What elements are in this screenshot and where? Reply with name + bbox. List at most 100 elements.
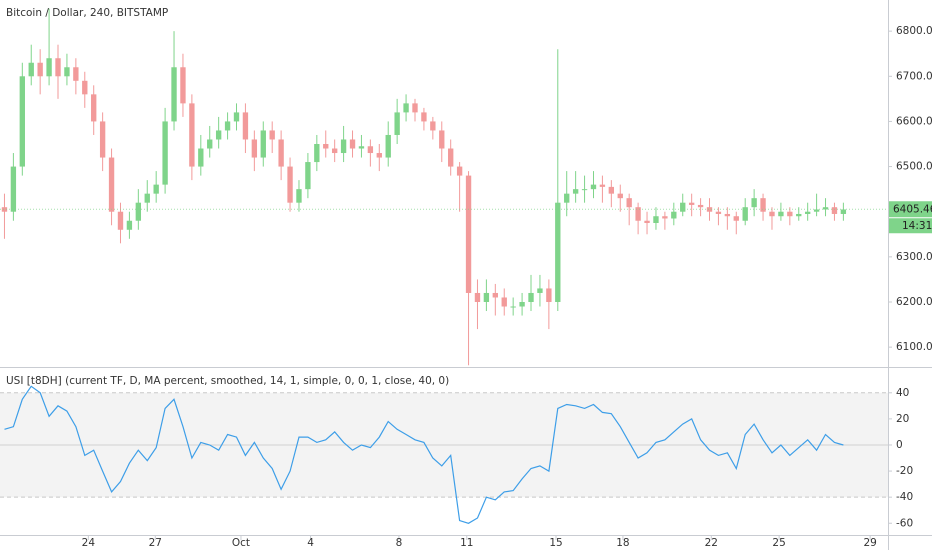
candle-body xyxy=(323,144,329,149)
x-tick-label: 11 xyxy=(460,537,473,549)
candle-body xyxy=(492,292,498,298)
candle-body xyxy=(840,209,847,214)
candle-body xyxy=(412,103,418,113)
candle-body xyxy=(242,112,249,140)
candle-body xyxy=(822,207,829,210)
candle-body xyxy=(653,216,659,223)
candle-body xyxy=(528,292,534,302)
candle-body xyxy=(1,207,8,212)
candle-body xyxy=(564,193,570,203)
candle-body xyxy=(501,297,507,307)
x-tick-label: 18 xyxy=(616,537,629,549)
candle-body xyxy=(715,211,722,214)
candle-body xyxy=(162,121,168,185)
x-tick-label: 4 xyxy=(307,537,314,549)
x-tick-label: 24 xyxy=(82,537,96,549)
candle-body xyxy=(403,103,409,113)
chart-title: Bitcoin / Dollar, 240, BITSTAMP xyxy=(6,7,168,19)
y-tick-label: -20 xyxy=(896,465,913,477)
x-tick-label: 22 xyxy=(705,537,718,549)
candle-body xyxy=(144,193,150,203)
candle-body xyxy=(831,207,838,214)
candle-body xyxy=(233,112,240,122)
candle-body xyxy=(421,112,427,122)
candle-body xyxy=(572,189,579,194)
x-tick-label: 27 xyxy=(149,537,162,549)
candle-body xyxy=(483,292,490,302)
candle-body xyxy=(305,162,311,190)
candle-body xyxy=(465,175,472,293)
candle-body xyxy=(733,216,739,221)
candle-body xyxy=(278,139,284,167)
candle-body xyxy=(778,211,784,217)
candle-body xyxy=(813,209,820,212)
candle-body xyxy=(662,216,668,219)
y-tick-label: 6100.00 xyxy=(896,341,932,353)
candle-body xyxy=(394,112,400,135)
candle-body xyxy=(37,62,43,77)
candle-body xyxy=(448,148,454,167)
candle-body xyxy=(126,220,133,230)
candle-body xyxy=(28,62,34,77)
candle-body xyxy=(555,202,561,302)
candle-body xyxy=(207,139,213,149)
candle-body xyxy=(805,211,811,214)
y-tick-label: 6500.00 xyxy=(896,161,932,173)
candle-body xyxy=(215,130,222,140)
y-tick-label: 0 xyxy=(896,439,903,451)
candle-body xyxy=(474,292,481,302)
x-tick-label: 29 xyxy=(863,537,876,549)
candle-body xyxy=(519,301,525,307)
candle-body xyxy=(546,288,552,302)
candle-body xyxy=(340,139,347,154)
candle-body xyxy=(626,198,632,208)
candle-body xyxy=(198,148,204,167)
candle-body xyxy=(769,211,775,217)
candle-body xyxy=(287,166,293,203)
y-tick-label: -60 xyxy=(896,517,913,529)
candle-body xyxy=(153,184,159,194)
candle-body xyxy=(537,288,543,293)
y-tick-label: 6700.00 xyxy=(896,70,932,82)
candle-body xyxy=(331,148,338,154)
y-tick-label: 6300.00 xyxy=(896,251,932,263)
candle-body xyxy=(46,58,52,77)
candle-body xyxy=(224,121,231,131)
candle-body xyxy=(19,76,25,167)
candle-body xyxy=(688,202,695,205)
candle-body xyxy=(296,189,302,203)
y-tick-label: 40 xyxy=(896,387,909,399)
plot-layer: 6100.006200.006300.006400.006500.006600.… xyxy=(0,8,932,549)
candle-body xyxy=(314,144,320,163)
candle-body xyxy=(180,67,186,104)
candle-body xyxy=(697,204,704,208)
candle-body xyxy=(617,193,623,199)
candle-body xyxy=(706,207,713,212)
candle-body xyxy=(385,134,391,158)
candle-body xyxy=(430,121,436,131)
candle-body xyxy=(108,157,115,212)
candle-body xyxy=(171,67,177,122)
candle-body xyxy=(349,139,356,149)
usi-line xyxy=(4,385,844,524)
candle-body xyxy=(99,121,106,158)
y-tick-label: 20 xyxy=(896,413,909,425)
candle-body xyxy=(269,130,275,140)
x-tick-label: Oct xyxy=(232,537,250,549)
candle-body xyxy=(91,94,97,122)
candle-body xyxy=(376,153,382,158)
last-price-box xyxy=(889,201,932,218)
candle-body xyxy=(751,198,757,208)
y-tick-label: -40 xyxy=(896,491,913,503)
candle-body xyxy=(260,130,266,158)
x-tick-label: 25 xyxy=(772,537,785,549)
candle-body xyxy=(117,211,124,230)
candle-body xyxy=(82,80,88,95)
candle-body xyxy=(189,103,195,167)
candle-body xyxy=(742,207,748,221)
candle-body xyxy=(456,166,463,176)
candle-body xyxy=(581,189,588,191)
candle-body xyxy=(135,202,142,221)
candle-body xyxy=(608,186,615,194)
